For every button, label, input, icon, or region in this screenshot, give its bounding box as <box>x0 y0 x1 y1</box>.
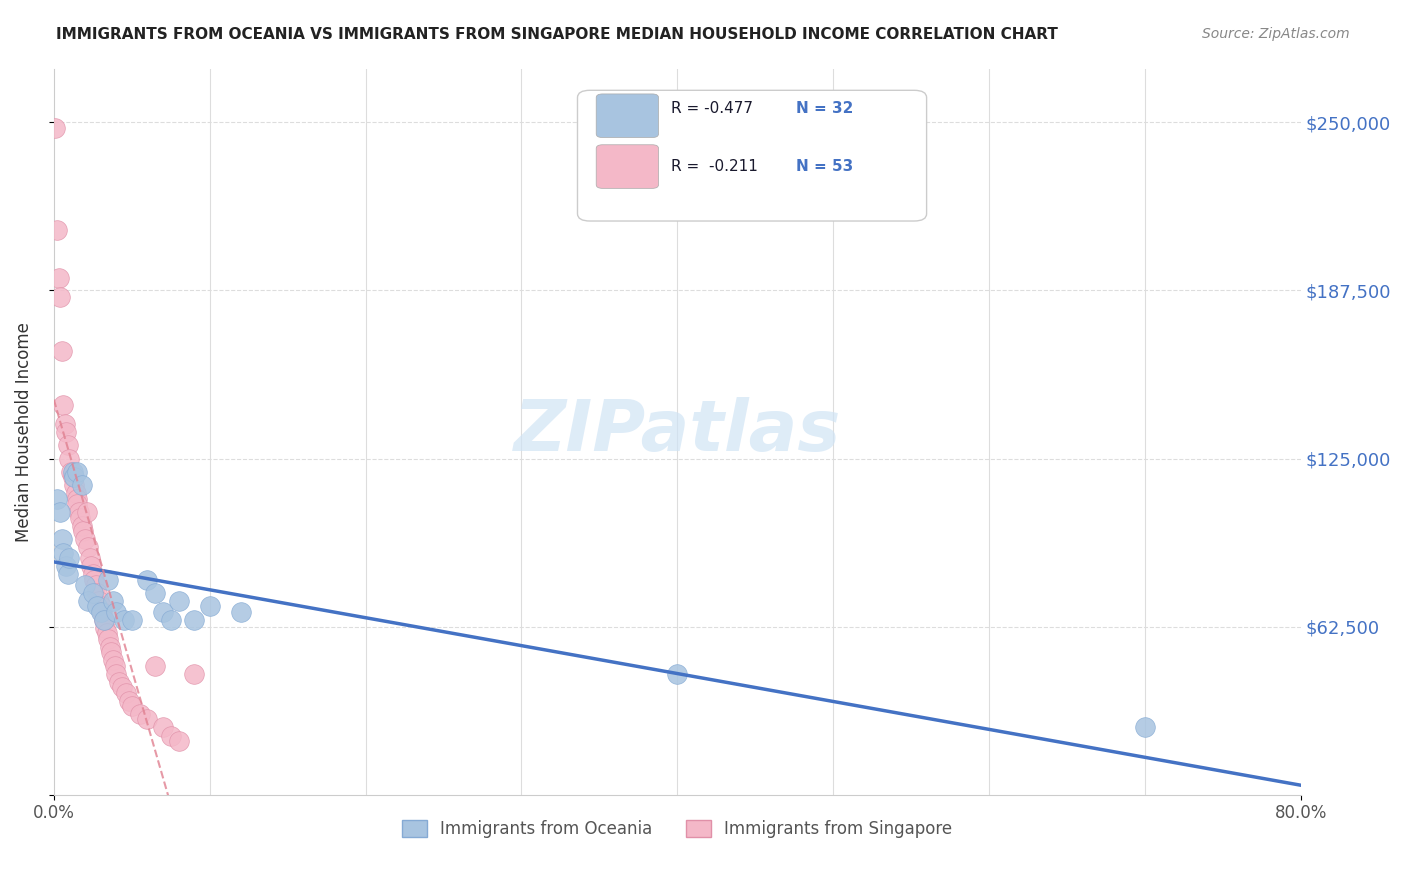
Immigrants from Singapore <box>84 578 107 592</box>
Immigrants from Oceania <box>56 567 79 582</box>
Immigrants from Singapore <box>111 680 134 694</box>
Text: ZIPatlas: ZIPatlas <box>513 397 841 467</box>
Immigrants from Singapore <box>114 685 136 699</box>
Immigrants from Singapore <box>82 567 104 582</box>
Immigrants from Oceania <box>77 594 100 608</box>
Immigrants from Oceania <box>93 613 115 627</box>
FancyBboxPatch shape <box>596 94 658 137</box>
Immigrants from Oceania <box>101 594 124 608</box>
Immigrants from Oceania <box>112 613 135 627</box>
Immigrants from Singapore <box>98 640 121 654</box>
Immigrants from Singapore <box>53 417 76 431</box>
Y-axis label: Median Household Income: Median Household Income <box>15 322 32 541</box>
FancyBboxPatch shape <box>578 90 927 221</box>
Immigrants from Oceania <box>136 573 159 587</box>
Immigrants from Oceania <box>46 491 69 506</box>
Immigrants from Singapore <box>136 712 159 726</box>
Immigrants from Singapore <box>152 721 174 735</box>
Immigrants from Singapore <box>76 505 98 519</box>
Immigrants from Oceania <box>167 594 190 608</box>
Immigrants from Singapore <box>80 559 103 574</box>
Immigrants from Oceania <box>666 666 689 681</box>
Immigrants from Singapore <box>87 594 110 608</box>
Immigrants from Singapore <box>46 223 69 237</box>
Immigrants from Singapore <box>51 343 73 358</box>
Immigrants from Singapore <box>52 398 75 412</box>
Immigrants from Singapore <box>66 497 89 511</box>
Text: R =  -0.211: R = -0.211 <box>671 159 758 174</box>
Immigrants from Oceania <box>152 605 174 619</box>
Immigrants from Oceania <box>58 551 80 566</box>
Immigrants from Singapore <box>94 621 117 635</box>
Immigrants from Singapore <box>183 666 205 681</box>
Immigrants from Singapore <box>66 491 89 506</box>
Immigrants from Oceania <box>183 613 205 627</box>
Immigrants from Singapore <box>70 518 93 533</box>
Immigrants from Singapore <box>159 729 181 743</box>
Immigrants from Oceania <box>143 586 166 600</box>
Immigrants from Oceania <box>70 478 93 492</box>
Immigrants from Oceania <box>97 573 120 587</box>
Immigrants from Oceania <box>159 613 181 627</box>
FancyBboxPatch shape <box>596 145 658 188</box>
Immigrants from Singapore <box>128 706 150 721</box>
Immigrants from Oceania <box>49 505 72 519</box>
Immigrants from Oceania <box>86 599 108 614</box>
Immigrants from Singapore <box>83 573 105 587</box>
Immigrants from Oceania <box>198 599 221 614</box>
Immigrants from Singapore <box>62 470 84 484</box>
Immigrants from Singapore <box>48 271 70 285</box>
Immigrants from Singapore <box>67 505 90 519</box>
Immigrants from Oceania <box>229 605 252 619</box>
Immigrants from Oceania <box>52 546 75 560</box>
Immigrants from Oceania <box>62 465 84 479</box>
Immigrants from Singapore <box>86 586 108 600</box>
Immigrants from Oceania <box>55 559 77 574</box>
Immigrants from Singapore <box>56 438 79 452</box>
Immigrants from Singapore <box>96 626 118 640</box>
Immigrants from Oceania <box>82 586 104 600</box>
Immigrants from Singapore <box>121 698 143 713</box>
Immigrants from Oceania <box>1133 721 1156 735</box>
Immigrants from Singapore <box>91 605 114 619</box>
Immigrants from Singapore <box>167 734 190 748</box>
Text: R = -0.477: R = -0.477 <box>671 101 754 116</box>
Text: N = 53: N = 53 <box>796 159 853 174</box>
Immigrants from Singapore <box>90 599 112 614</box>
Immigrants from Oceania <box>90 605 112 619</box>
Immigrants from Singapore <box>69 510 91 524</box>
Immigrants from Singapore <box>72 524 94 538</box>
Immigrants from Singapore <box>108 674 131 689</box>
Immigrants from Oceania <box>73 578 96 592</box>
Immigrants from Oceania <box>105 605 128 619</box>
Immigrants from Oceania <box>63 470 86 484</box>
Immigrants from Singapore <box>104 658 127 673</box>
Immigrants from Oceania <box>121 613 143 627</box>
Immigrants from Singapore <box>73 532 96 546</box>
Immigrants from Singapore <box>77 541 100 555</box>
Immigrants from Singapore <box>101 653 124 667</box>
Immigrants from Oceania <box>51 532 73 546</box>
Immigrants from Singapore <box>79 551 101 566</box>
Immigrants from Singapore <box>59 465 82 479</box>
Immigrants from Singapore <box>63 478 86 492</box>
Immigrants from Singapore <box>143 658 166 673</box>
Text: IMMIGRANTS FROM OCEANIA VS IMMIGRANTS FROM SINGAPORE MEDIAN HOUSEHOLD INCOME COR: IMMIGRANTS FROM OCEANIA VS IMMIGRANTS FR… <box>56 27 1059 42</box>
Immigrants from Singapore <box>65 486 87 500</box>
Immigrants from Singapore <box>105 666 128 681</box>
Immigrants from Singapore <box>100 645 122 659</box>
Legend: Immigrants from Oceania, Immigrants from Singapore: Immigrants from Oceania, Immigrants from… <box>395 813 959 845</box>
Immigrants from Singapore <box>44 120 66 135</box>
Text: N = 32: N = 32 <box>796 101 853 116</box>
Immigrants from Oceania <box>66 465 89 479</box>
Immigrants from Singapore <box>55 425 77 439</box>
Text: Source: ZipAtlas.com: Source: ZipAtlas.com <box>1202 27 1350 41</box>
Immigrants from Singapore <box>49 290 72 304</box>
Immigrants from Singapore <box>58 451 80 466</box>
Immigrants from Singapore <box>93 613 115 627</box>
Immigrants from Singapore <box>117 693 139 707</box>
Immigrants from Singapore <box>97 632 120 646</box>
